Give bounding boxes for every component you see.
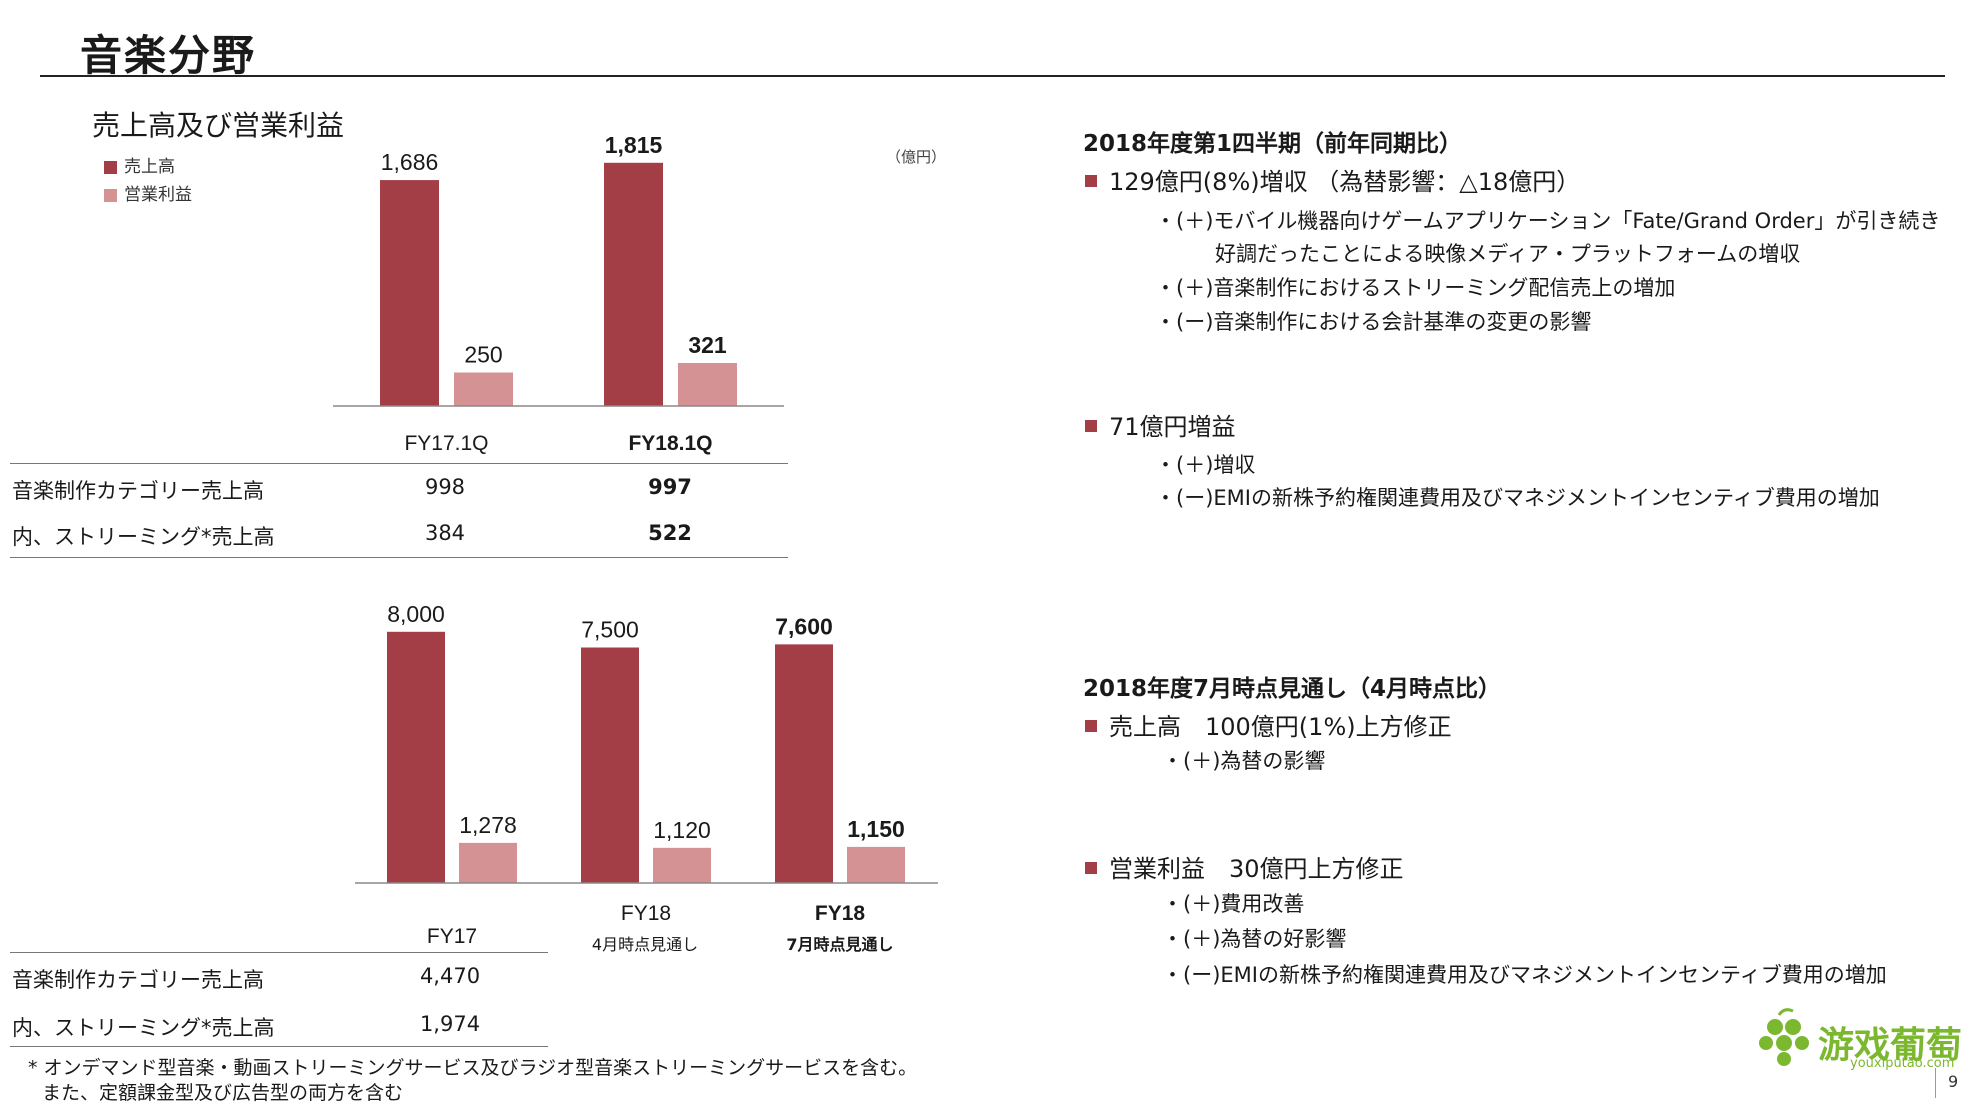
section1-bullet2: 71億円増益 — [1085, 407, 1236, 442]
bullet-square-icon — [1085, 720, 1097, 732]
grape-logo-icon — [1759, 1008, 1809, 1066]
section2-bullet2-text: 営業利益 30億円上方修正 — [1109, 855, 1404, 883]
data-label-chart2-sales-3: 7,600 — [775, 613, 833, 639]
logo-url: youxiputao.com — [1850, 1056, 1955, 1071]
category-sublabel-fy18-april: 4月時点見通し — [591, 935, 699, 954]
category-sublabel-fy18-july: 7月時点見通し — [786, 935, 894, 954]
section2-bullet1-text: 売上高 100億円(1%)上方修正 — [1109, 713, 1452, 741]
section1-heading: 2018年度第1四半期（前年同期比） — [1083, 131, 1463, 157]
category-label-chart2-2: FY18 — [621, 902, 671, 925]
data-label-chart2-operating-income-2: 1,120 — [653, 817, 711, 843]
category-label-chart1-1: FY17.1Q — [404, 432, 488, 455]
table-top-rule-1 — [10, 463, 788, 464]
page-title: 音楽分野 — [80, 31, 257, 80]
legend-swatch-sales — [104, 160, 117, 174]
table-top-row2-val2: 522 — [648, 521, 692, 545]
table-bottom-rule-1 — [10, 952, 548, 953]
bar-chart1-operating-income-1 — [454, 372, 513, 406]
section1-bullet2-item1: ・(＋)増収 — [1155, 453, 1256, 477]
footnote-line-1: * オンデマンド型音楽・動画ストリーミングサービス及びラジオ型音楽ストリーミング… — [28, 1057, 918, 1079]
page-number: 9 — [1948, 1072, 1959, 1091]
bar-chart2-operating-income-2 — [653, 847, 711, 883]
table-bottom-row2-val1: 1,974 — [419, 1012, 481, 1036]
bar-chart2-sales-1 — [387, 631, 445, 883]
section1-bullet1-item2: 好調だったことによる映像メディア・プラットフォームの増収 — [1215, 242, 1801, 266]
section2-bullet2: 営業利益 30億円上方修正 — [1085, 849, 1404, 884]
legend-item-sales: 売上高 — [104, 152, 175, 177]
section2-bullet1: 売上高 100億円(1%)上方修正 — [1085, 707, 1452, 742]
section1-bullet2-text: 71億円増益 — [1109, 413, 1236, 441]
bar-chart2-operating-income-1 — [459, 842, 517, 883]
section2-bullet2-item1: ・(＋)費用改善 — [1162, 892, 1305, 916]
section1-bullet1-item4: ・(ー)音楽制作における会計基準の変更の影響 — [1155, 310, 1592, 334]
bar-chart2-operating-income-3 — [847, 846, 905, 883]
legend-label-operating-income: 営業利益 — [124, 185, 192, 205]
legend-item-operating-income: 営業利益 — [104, 180, 192, 205]
table-top-row2-label: 内、ストリーミング*売上高 — [12, 525, 275, 549]
title-divider — [40, 75, 1945, 77]
bullet-square-icon — [1085, 175, 1097, 187]
footnote-line-2: また、定額課金型及び広告型の両方を含む — [42, 1082, 404, 1104]
category-label-chart2-1: FY17 — [427, 925, 477, 948]
table-bottom-row1-label: 音楽制作カテゴリー売上高 — [12, 968, 264, 992]
data-label-chart2-sales-2: 7,500 — [581, 617, 639, 643]
table-bottom-row1-val1: 4,470 — [419, 964, 481, 988]
table-bottom-row2-label: 内、ストリーミング*売上高 — [12, 1016, 275, 1040]
data-label-chart2-operating-income-1: 1,278 — [459, 812, 517, 838]
table-top-row1-label: 音楽制作カテゴリー売上高 — [12, 479, 264, 503]
table-top-row1-val2: 997 — [648, 475, 692, 499]
data-label-chart1-operating-income-1: 250 — [464, 342, 502, 368]
data-label-chart1-sales-1: 1,686 — [381, 149, 439, 175]
category-label-chart1-2: FY18.1Q — [628, 432, 712, 455]
data-label-chart1-operating-income-2: 321 — [688, 332, 727, 358]
category-label-chart2-3: FY18 — [815, 902, 866, 925]
unit-label: （億円） — [886, 148, 947, 166]
bar-chart1-operating-income-2 — [678, 362, 737, 406]
table-top-row2-val1: 384 — [424, 521, 466, 545]
section1-bullet1-item1: ・(＋)モバイル機器向けゲームアプリケーション「Fate/Grand Order… — [1155, 209, 1941, 233]
section2-bullet2-item3: ・(ー)EMIの新株予約権関連費用及びマネジメントインセンティブ費用の増加 — [1162, 963, 1887, 987]
bullet-square-icon — [1085, 420, 1097, 432]
legend-label-sales: 売上高 — [124, 157, 175, 177]
chart-subtitle: 売上高及び営業利益 — [92, 109, 345, 142]
bar-chart1-sales-1 — [380, 180, 439, 406]
section1-bullet1: 129億円(8%)増収 （為替影響：△18億円） — [1085, 162, 1580, 197]
table-top-row1-val1: 998 — [424, 475, 466, 499]
data-label-chart1-sales-2: 1,815 — [605, 132, 663, 158]
section1-bullet1-item3: ・(＋)音楽制作におけるストリーミング配信売上の増加 — [1155, 276, 1676, 300]
bar-chart2-sales-3 — [775, 644, 833, 883]
table-bottom-rule-2 — [10, 1046, 548, 1047]
bullet-square-icon — [1085, 862, 1097, 874]
data-label-chart2-sales-1: 8,000 — [387, 601, 445, 627]
section2-heading: 2018年度7月時点見通し（4月時点比） — [1083, 676, 1502, 702]
section2-bullet1-item1: ・(＋)為替の影響 — [1162, 749, 1326, 773]
logo-text: 游戏葡萄 — [1818, 1025, 1963, 1066]
page-number-divider — [1935, 1068, 1936, 1098]
legend-swatch-operating-income — [104, 188, 117, 202]
section1-bullet2-item2: ・(ー)EMIの新株予約権関連費用及びマネジメントインセンティブ費用の増加 — [1155, 486, 1880, 510]
bar-chart1-sales-2 — [604, 162, 663, 406]
table-top-rule-2 — [10, 557, 788, 558]
section1-bullet1-text: 129億円(8%)増収 （為替影響：△18億円） — [1109, 168, 1581, 196]
bar-chart2-sales-2 — [581, 647, 639, 883]
section2-bullet2-item2: ・(＋)為替の好影響 — [1162, 927, 1347, 951]
data-label-chart2-operating-income-3: 1,150 — [847, 816, 905, 842]
